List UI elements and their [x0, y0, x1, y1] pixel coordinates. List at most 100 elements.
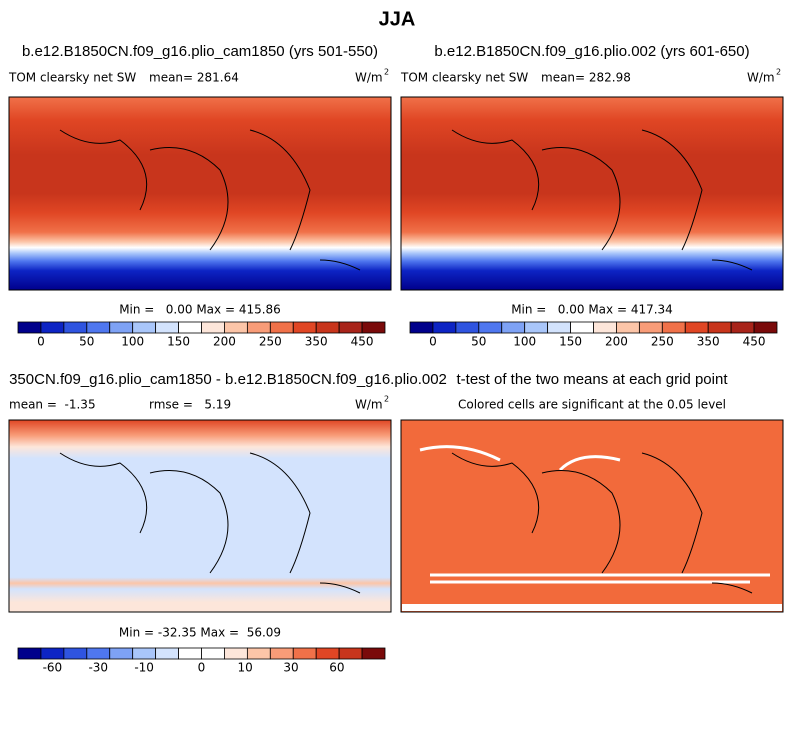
- colorbar-cell: [178, 647, 202, 660]
- colorbar-cell: [684, 321, 709, 334]
- panel-title: 350CN.f09_g16.plio_cam1850 - b.e12.B1850…: [9, 371, 447, 388]
- map-mask: [402, 604, 782, 611]
- stats: Min = 0.00 Max = 417.34: [511, 303, 673, 317]
- colorbar-cell: [40, 647, 65, 660]
- colorbar-cell: [315, 321, 340, 334]
- colorbar-label: 50: [471, 335, 486, 349]
- map: [8, 419, 392, 613]
- colorbar-cell: [361, 321, 386, 334]
- colorbar-cell: [86, 321, 111, 334]
- colorbar-label: 0: [37, 335, 45, 349]
- colorbar-cell: [292, 321, 317, 334]
- left-label: mean = -1.35: [9, 398, 96, 412]
- stats: Min = -32.35 Max = 56.09: [119, 626, 281, 640]
- colorbar-cell: [478, 321, 503, 334]
- colorbar-label: 450: [351, 335, 374, 349]
- center-label: rmse = 5.19: [149, 398, 231, 412]
- units: W/m: [355, 71, 383, 85]
- units-exp: 2: [384, 68, 389, 77]
- colorbar-cell: [86, 647, 111, 660]
- colorbar-label: 60: [329, 661, 344, 675]
- units: W/m: [747, 71, 775, 85]
- colorbar-cell: [269, 321, 294, 334]
- colorbar-label: -10: [134, 661, 154, 675]
- center-label: mean= 281.64: [149, 71, 239, 85]
- colorbar-cell: [753, 321, 778, 334]
- colorbar-cell: [155, 321, 179, 334]
- colorbar-cell: [63, 647, 88, 660]
- colorbar-cell: [338, 647, 363, 660]
- left-label: TOM clearsky net SW: [400, 71, 528, 85]
- colorbar-cell: [269, 647, 294, 660]
- units-exp: 2: [384, 395, 389, 404]
- colorbar-cell: [409, 321, 434, 334]
- map: [400, 419, 784, 613]
- colorbar-label: 200: [213, 335, 236, 349]
- colorbar-cell: [17, 321, 42, 334]
- map-detail: [419, 445, 770, 584]
- colorbar-label: 350: [305, 335, 328, 349]
- colorbar-cell: [224, 321, 248, 334]
- colorbar-cell: [292, 647, 317, 660]
- colorbar-cell: [246, 321, 271, 334]
- colorbar-cell: [132, 321, 157, 334]
- stats: Min = 0.00 Max = 415.86: [119, 303, 281, 317]
- colorbar-cell: [524, 321, 549, 334]
- colorbar-cell: [707, 321, 732, 334]
- left-label: TOM clearsky net SW: [8, 71, 136, 85]
- colorbar-cell: [338, 321, 363, 334]
- coastline: [451, 129, 753, 271]
- panel-subtitle: Colored cells are significant at the 0.0…: [458, 398, 726, 412]
- colorbar-cell: [40, 321, 65, 334]
- colorbar-cell: [547, 321, 571, 334]
- panel-title: t-test of the two means at each grid poi…: [457, 371, 729, 388]
- map: [400, 96, 784, 291]
- colorbar-cell: [361, 647, 386, 660]
- colorbar-label: 50: [79, 335, 94, 349]
- colorbar-label: 100: [513, 335, 536, 349]
- colorbar-cell: [17, 647, 42, 660]
- figure-title: JJA: [379, 8, 416, 30]
- colorbar-cell: [109, 647, 134, 660]
- colorbar-cell: [132, 647, 157, 660]
- colorbar-label: 0: [429, 335, 437, 349]
- colorbar-cell: [201, 647, 225, 660]
- colorbar-cell: [616, 321, 640, 334]
- colorbar-cell: [315, 647, 340, 660]
- colorbar-label: -30: [88, 661, 108, 675]
- colorbar-label: 10: [237, 661, 252, 675]
- colorbar-cell: [455, 321, 480, 334]
- colorbar-label: -60: [43, 661, 63, 675]
- colorbar-cell: [155, 647, 179, 660]
- colorbar-cell: [661, 321, 686, 334]
- colorbar-cell: [593, 321, 617, 334]
- colorbar-label: 250: [259, 335, 282, 349]
- colorbar-cell: [501, 321, 526, 334]
- colorbar-cell: [201, 321, 225, 334]
- colorbar-cell: [109, 321, 134, 334]
- colorbar-cell: [432, 321, 457, 334]
- panel-title: b.e12.B1850CN.f09_g16.plio.002 (yrs 601-…: [434, 43, 749, 60]
- colorbar-cell: [63, 321, 88, 334]
- center-label: mean= 282.98: [541, 71, 631, 85]
- colorbar-label: 100: [121, 335, 144, 349]
- colorbar-cell: [224, 647, 248, 660]
- colorbar-cell: [730, 321, 755, 334]
- colorbar-label: 30: [283, 661, 298, 675]
- colorbar-label: 350: [697, 335, 720, 349]
- units: W/m: [355, 398, 383, 412]
- colorbar-label: 150: [167, 335, 190, 349]
- units-exp: 2: [776, 68, 781, 77]
- colorbar-cell: [638, 321, 663, 334]
- map: [8, 96, 392, 291]
- colorbar-label: 200: [605, 335, 628, 349]
- colorbar-label: 150: [559, 335, 582, 349]
- coastline: [451, 452, 753, 594]
- colorbar-cell: [178, 321, 202, 334]
- panel-title: b.e12.B1850CN.f09_g16.plio_cam1850 (yrs …: [22, 43, 378, 60]
- colorbar-cell: [570, 321, 594, 334]
- colorbar-cell: [246, 647, 271, 660]
- coastline: [59, 452, 361, 594]
- colorbar-label: 0: [198, 661, 206, 675]
